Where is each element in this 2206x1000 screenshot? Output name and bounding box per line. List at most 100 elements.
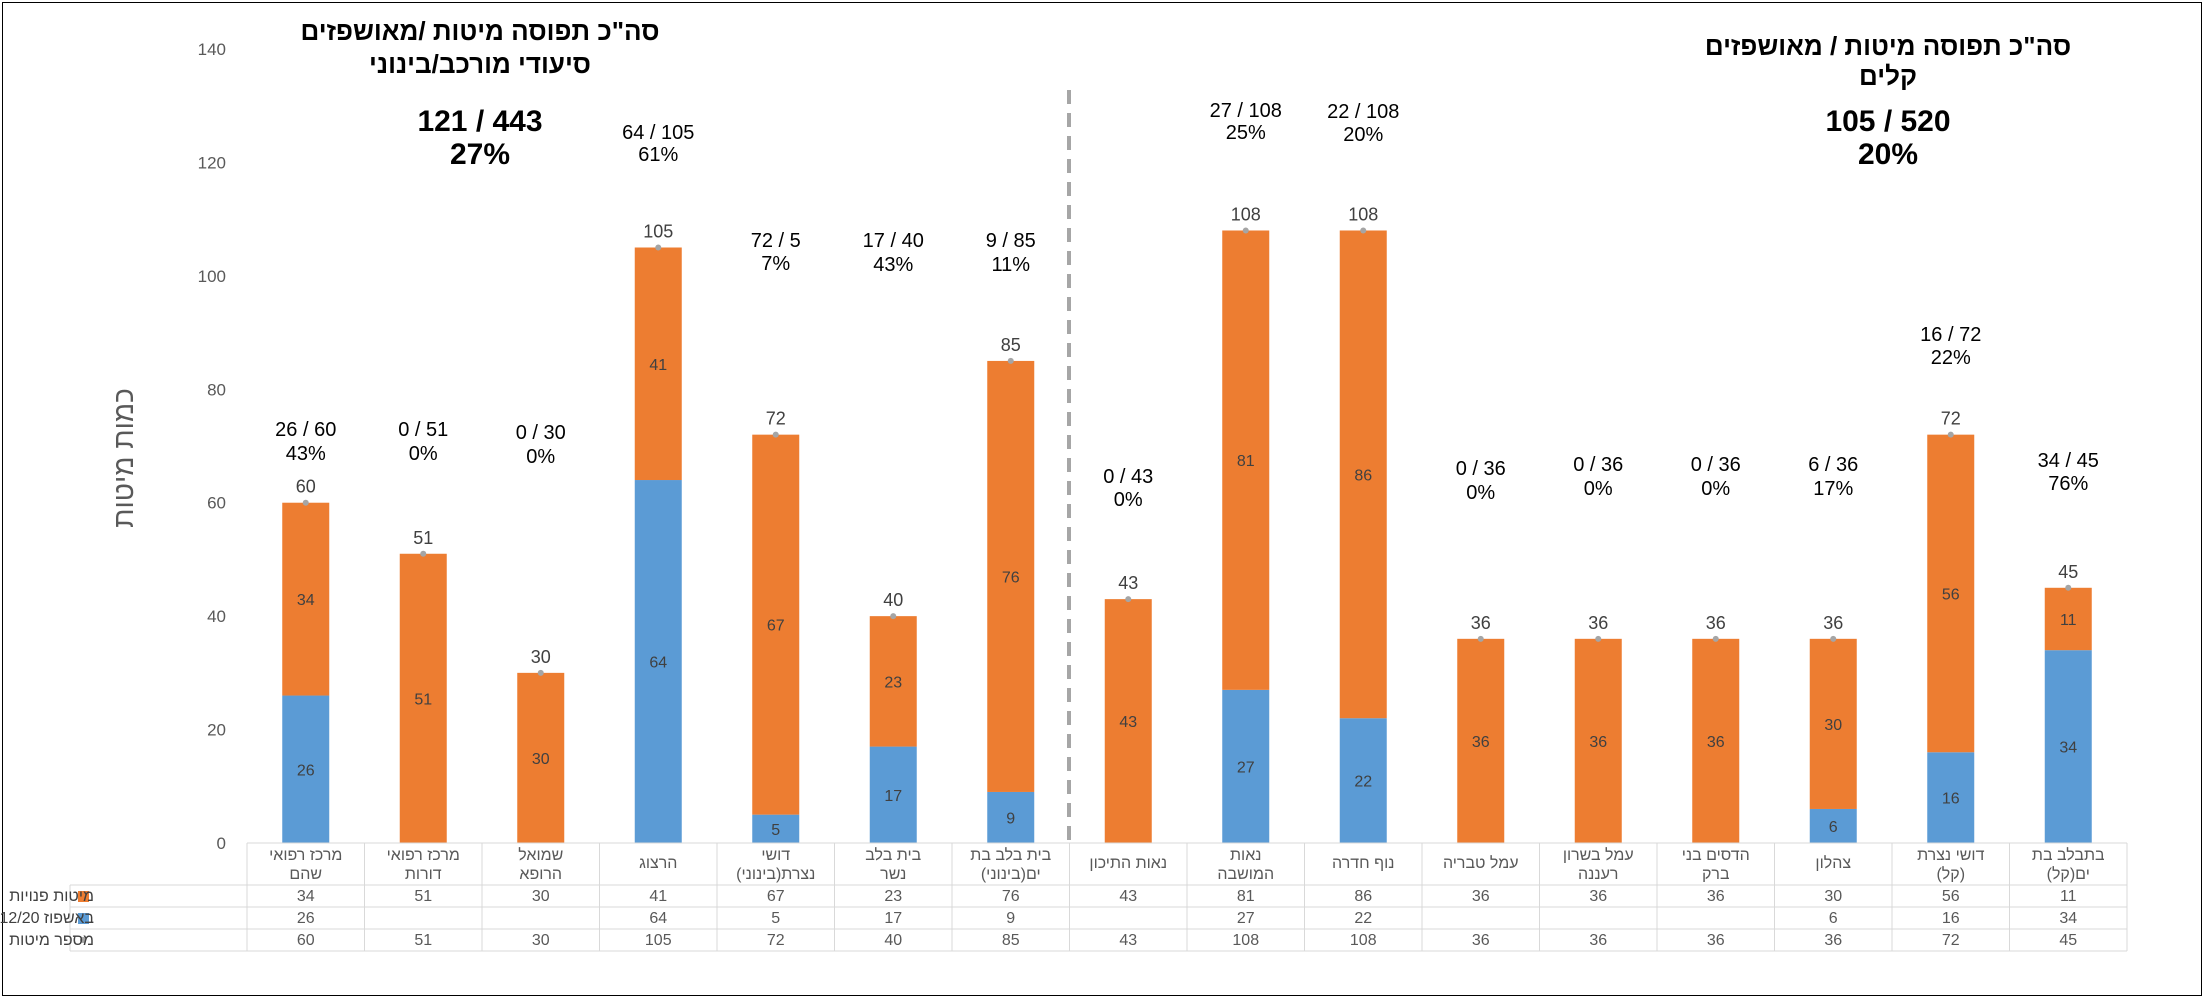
table-cell-value: 17	[884, 910, 902, 927]
total-marker	[537, 669, 544, 676]
bar-pct-annotation: 0%	[409, 443, 438, 465]
bar-label-free: 30	[1824, 717, 1842, 734]
bar-label-free: 81	[1237, 453, 1255, 470]
x-category-label: ים(בינוני)	[981, 866, 1041, 883]
bar-free	[1574, 638, 1622, 843]
bar-admitted	[1339, 718, 1387, 843]
bar-admitted	[869, 746, 917, 843]
legend-label: מספר מיטות	[9, 932, 94, 949]
total-marker	[655, 244, 662, 251]
bar-label-admitted: 34	[2059, 740, 2077, 757]
bar-free	[752, 434, 800, 815]
bar-label-free: 51	[414, 691, 432, 708]
bar-pct-annotation: 7%	[761, 253, 790, 275]
bar-pct-annotation: 43%	[286, 443, 326, 465]
total-label: 72	[1941, 409, 1961, 429]
table-cell-value: 36	[1472, 932, 1490, 949]
table-cell-value: 36	[1472, 888, 1490, 905]
bar-label-free: 36	[1707, 734, 1725, 751]
bar-free	[1809, 638, 1857, 809]
bar-label-admitted: 9	[1006, 810, 1015, 827]
bar-label-free: 67	[767, 618, 785, 635]
bar-label-admitted: 16	[1942, 791, 1960, 808]
bar-ratio-annotation: 26 / 60	[275, 419, 336, 441]
total-marker	[1712, 635, 1719, 642]
total-label: 51	[413, 528, 433, 548]
group-total-pct: 27%	[450, 138, 510, 171]
total-label: 36	[1471, 613, 1491, 633]
table-cell-value: 108	[1350, 932, 1377, 949]
total-label: 40	[883, 590, 903, 610]
y-tick-label: 100	[198, 267, 226, 286]
bar-pct-annotation: 0%	[1701, 478, 1730, 500]
bar-pct-annotation: 22%	[1931, 347, 1971, 369]
bar-ratio-annotation: 0 / 51	[398, 419, 448, 441]
y-axis-label: כמות מיטות	[108, 388, 139, 528]
bar-pct-annotation: 43%	[873, 254, 913, 276]
group-title: סיעודי מורכב/בינוני	[369, 49, 591, 79]
x-category-label: נאות	[1230, 847, 1261, 864]
group-total-ratio: 121 / 443	[417, 105, 542, 138]
group-title: סה"כ תפוסה מיטות /מאושפזים	[300, 16, 659, 46]
bar-label-free: 36	[1472, 734, 1490, 751]
bar-label-admitted: 64	[649, 655, 667, 672]
total-label: 36	[1588, 613, 1608, 633]
group-total-ratio: 105 / 520	[1825, 105, 1950, 138]
total-marker	[1242, 227, 1249, 234]
total-marker	[1947, 431, 1954, 438]
bar-ratio-annotation: 27 / 108	[1210, 100, 1282, 122]
x-category-label: המושבה	[1217, 866, 1274, 883]
x-category-label: בתבלב בת	[2032, 846, 2105, 864]
table-cell-value: 36	[1707, 888, 1725, 905]
bar-ratio-annotation: 16 / 72	[1920, 324, 1981, 346]
bar-free	[399, 553, 447, 843]
bar-label-free: 23	[884, 674, 902, 691]
group-total-pct: 20%	[1858, 138, 1918, 171]
total-marker	[1360, 227, 1367, 234]
table-cell-value: 26	[297, 910, 315, 927]
legend-label: מיטות פנויות	[9, 888, 94, 905]
bar-label-free: 34	[297, 592, 315, 609]
bar-admitted	[282, 695, 330, 843]
bar-label-free: 86	[1354, 467, 1372, 484]
table-cell-value: 105	[645, 932, 672, 949]
bar-pct-annotation: 17%	[1813, 478, 1853, 500]
total-marker	[1477, 635, 1484, 642]
bar-ratio-annotation: 0 / 36	[1456, 458, 1506, 480]
bar-free	[282, 502, 330, 696]
x-category-label: דורות	[405, 866, 442, 883]
y-tick-label: 120	[198, 153, 226, 172]
bar-admitted	[1809, 808, 1857, 843]
bar-ratio-annotation: 9 / 85	[986, 230, 1036, 252]
total-marker	[420, 550, 427, 557]
bar-free	[634, 247, 682, 481]
bar-pct-annotation: 11%	[991, 254, 1030, 276]
x-category-label: נוף חדרה	[1332, 855, 1394, 872]
table-cell-value: 5	[771, 910, 780, 927]
total-label: 36	[1823, 613, 1843, 633]
x-category-label: עמל טבריה	[1443, 854, 1519, 872]
y-tick-label: 140	[198, 40, 226, 59]
bar-free	[1222, 230, 1270, 690]
bar-free	[869, 616, 917, 747]
total-label: 108	[1231, 204, 1261, 224]
table-cell-value: 51	[414, 932, 432, 949]
table-cell-value: 6	[1829, 910, 1838, 927]
total-label: 105	[643, 222, 673, 242]
bar-pct-annotation: 0%	[1466, 482, 1495, 504]
table-cell-value: 86	[1354, 888, 1372, 905]
table-cell-value: 41	[649, 888, 667, 905]
bar-free	[1927, 434, 1975, 753]
bar-free	[1692, 638, 1740, 843]
table-cell-value: 64	[649, 910, 667, 927]
bar-label-admitted: 26	[297, 762, 315, 779]
table-cell-value: 36	[1589, 888, 1607, 905]
x-category-label: שהם	[289, 866, 322, 883]
table-cell-value: 43	[1119, 932, 1137, 949]
bar-admitted	[752, 814, 800, 843]
x-category-label: בית בלב בת	[970, 846, 1051, 864]
total-label: 43	[1118, 573, 1138, 593]
bar-label-admitted: 27	[1237, 759, 1255, 776]
bar-pct-annotation: 0%	[1114, 489, 1143, 511]
